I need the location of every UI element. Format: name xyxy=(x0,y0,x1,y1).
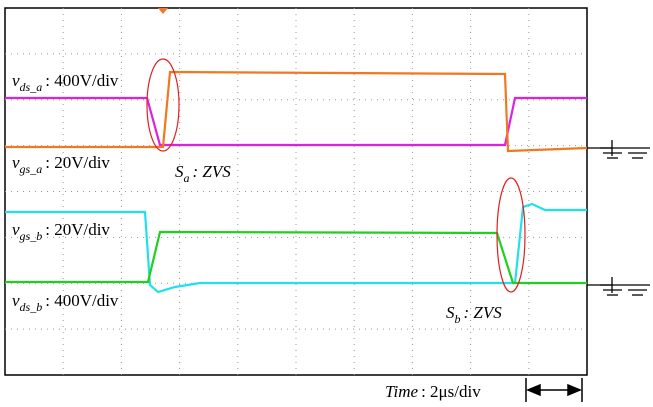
time-scale-label: Time: 2μs/div xyxy=(385,382,481,401)
ground-symbol xyxy=(587,140,650,158)
scope-figure: vds_a: 400V/div vgs_a: 20V/div Sa: ZVS v… xyxy=(0,0,653,407)
time-scale-arrow xyxy=(526,378,582,402)
ground-symbol xyxy=(587,277,650,295)
page: vds_a: 400V/div vgs_a: 20V/div Sa: ZVS v… xyxy=(0,0,653,407)
